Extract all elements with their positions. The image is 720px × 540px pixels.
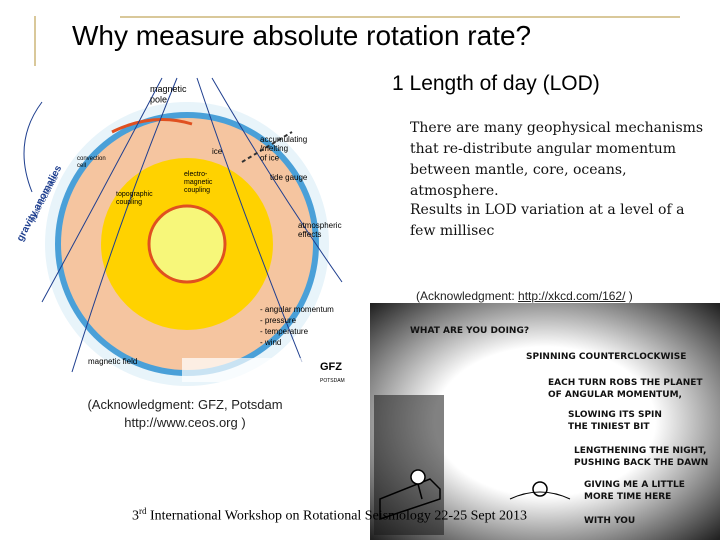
field-line: [23, 101, 43, 193]
comic-line-tiniest: THE TINIEST BIT: [568, 422, 650, 432]
label-pressure: - pressure: [260, 316, 297, 325]
gfz-acknowledgment: (Acknowledgment: GFZ, Potsdam http://www…: [20, 396, 350, 431]
label-accumulating: accumulating/melting of ice: [260, 135, 307, 162]
comic-line-angular: OF ANGULAR MOMENTUM,: [548, 390, 682, 400]
earth-geophysics-diagram: magnetic pole gravity anomalies plate tec…: [2, 72, 356, 390]
convection-cell-arrow: [111, 118, 193, 134]
comic-line-what: WHAT ARE YOU DOING?: [410, 326, 529, 336]
xkcd-comic: WHAT ARE YOU DOING? SPINNING COUNTERCLOC…: [370, 303, 720, 540]
label-convection-cell: convection cell: [77, 156, 106, 169]
label-temperature: - temperature: [260, 327, 309, 336]
comic-line-slowing: SLOWING ITS SPIN: [568, 410, 662, 420]
comic-line-more-time: MORE TIME HERE: [584, 492, 671, 502]
label-angular-momentum: - angular momentum: [260, 305, 334, 314]
paragraph-mechanisms: There are many geophysical mechanisms th…: [410, 120, 704, 199]
label-magnetic-pole: magnetic pole: [150, 84, 187, 104]
gfz-logo: GFZ: [320, 361, 342, 373]
xkcd-link[interactable]: http://xkcd.com/162/: [518, 289, 626, 303]
field-line: [196, 77, 303, 363]
comic-spin-motion: [509, 491, 571, 500]
title-decoration-bar: [34, 16, 36, 66]
xkcd-ack-suffix: ): [625, 289, 633, 303]
section-heading: 1 Length of day (LOD): [392, 72, 600, 95]
gfz-logo-subtitle: POTSDAM: [320, 378, 345, 384]
gfz-ack-line1: (Acknowledgment: GFZ, Potsdam: [87, 397, 283, 412]
tide-gauge-pointer: [241, 131, 293, 163]
label-wind: - wind: [260, 338, 281, 347]
comic-figure-body: [417, 483, 423, 500]
xkcd-ack-prefix: (Acknowledgment:: [416, 289, 519, 303]
comic-line-giving: GIVING ME A LITTLE: [584, 480, 685, 490]
comic-line-each-turn: EACH TURN ROBS THE PLANET: [548, 378, 703, 388]
comic-line-lengthening: LENGTHENING THE NIGHT,: [574, 446, 706, 456]
footer-conference: 3rd International Workshop on Rotational…: [132, 506, 527, 525]
comic-spinning-figure: [532, 481, 548, 497]
label-atmospheric-effects: atmospheric effects: [298, 221, 342, 239]
label-backdrop: [182, 358, 322, 382]
label-ice: ice: [212, 147, 223, 156]
footer-ordinal-suffix: rd: [139, 506, 147, 516]
paragraph-lod-variation: Results in LOD variation at a level of a…: [410, 202, 685, 239]
comic-sitting-figure: [410, 469, 426, 485]
field-line: [41, 77, 163, 303]
label-electromagnetic-coupling: electro-magnetic coupling: [184, 171, 213, 194]
footer-text: International Workshop on Rotational Sei…: [146, 508, 527, 524]
footer-ordinal: 3: [132, 508, 139, 524]
label-topographic-coupling: topographic coupling: [116, 191, 153, 206]
inner-core: [147, 204, 227, 284]
comic-bed: [379, 478, 441, 521]
comic-line-pushing: PUSHING BACK THE DAWN: [574, 458, 708, 468]
label-tide-gauge: tide gauge: [270, 173, 308, 182]
gfz-ack-line2: http://www.ceos.org ): [124, 414, 246, 430]
comic-line-spinning: SPINNING COUNTERCLOCKWISE: [526, 352, 686, 362]
comic-line-with-you: WITH YOU: [584, 516, 635, 526]
title-decoration-line: [120, 16, 680, 18]
field-line: [211, 77, 343, 283]
label-magnetic-field: magnetic field: [88, 357, 137, 366]
xkcd-acknowledgment: (Acknowledgment: http://xkcd.com/162/ ): [416, 289, 633, 303]
slide-title: Why measure absolute rotation rate?: [72, 20, 532, 51]
field-line: [71, 77, 178, 373]
comic-shadow: [374, 395, 444, 535]
